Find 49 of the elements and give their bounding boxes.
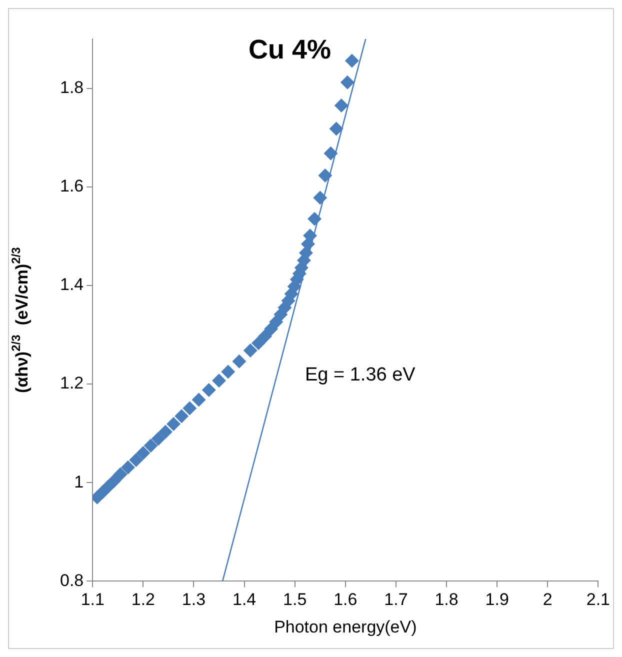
point [243,344,258,358]
point [144,438,158,453]
x-axis-title: Photon energy(eV) [274,617,417,636]
x-tick-label: 1.7 [384,590,408,610]
point [202,382,216,397]
annotation: Eg = 1.36 eV [304,364,416,386]
point [313,190,328,205]
x-tick-label: 1.1 [80,590,104,610]
point [324,146,338,160]
x-tick-label: 1.2 [131,590,156,610]
point [308,212,322,226]
x-tick-label: 1.9 [485,590,509,610]
y-tick-label: 0.8 [60,570,84,590]
point [113,467,128,482]
chart-title: Cu 4% [248,34,332,64]
point [166,416,181,431]
point [174,409,189,424]
point [192,392,206,407]
x-tick-label: 1.5 [283,590,307,610]
y-tick-label: 1.2 [60,374,84,393]
point [158,424,172,439]
point [106,474,121,488]
point [136,446,150,460]
point [340,75,354,90]
x-tick-label: 1.8 [434,590,458,610]
y-tick-label: 1.8 [60,78,84,97]
point [334,98,348,113]
point [129,452,144,467]
point [232,354,246,368]
point [121,460,136,474]
point [303,228,318,243]
y-tick-label: 1 [74,472,84,492]
x-tick-label: 1.3 [182,590,206,610]
point [182,401,197,416]
point [212,374,226,388]
y-tick-label: 1.4 [60,275,84,294]
x-tick-label: 2 [542,590,552,610]
y-tick-label: 1.6 [60,176,84,196]
point [318,168,332,183]
point [258,329,272,344]
point [151,432,166,446]
x-tick-label: 1.4 [232,590,256,610]
point [251,336,266,350]
point [221,364,236,379]
point [329,122,344,136]
x-tick-label: 1.6 [334,590,358,610]
y-axis-title: (αhν)2/3 (eV/cm)2/3 [8,246,32,394]
x-tick-label: 2.1 [586,590,610,610]
point [344,54,359,68]
